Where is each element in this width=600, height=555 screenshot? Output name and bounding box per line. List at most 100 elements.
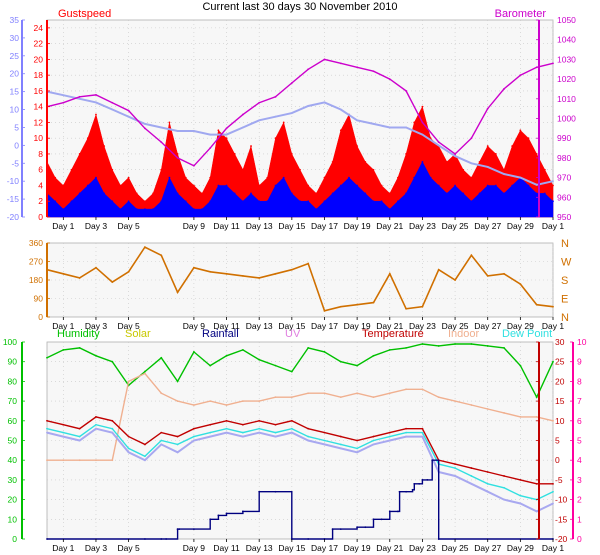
wind-baro-tick-label: 970 — [557, 173, 571, 183]
wind-1-data-point — [86, 184, 89, 187]
wind-1-data-point — [290, 192, 293, 195]
wind-panel: 024681012141618202224-20-15-10-505101520… — [7, 8, 576, 231]
legend-gustspeed: Gustspeed — [58, 8, 111, 20]
hum-0-data-point — [323, 350, 326, 353]
wind-1-data-point — [168, 176, 171, 179]
wind-1-data-point — [241, 200, 244, 203]
hum-x-tick-label: Day 9 — [183, 543, 205, 553]
dir-0-data-point — [193, 266, 195, 269]
wind-gust-tick-label: 10 — [34, 133, 44, 143]
hum-2-data-point — [372, 435, 375, 438]
wind-0-data-point — [250, 145, 252, 147]
hum-series-1 — [46, 372, 554, 462]
wind-series-1 — [46, 160, 554, 218]
hum-humidity-tick-label: 30 — [8, 475, 18, 485]
hum-0-data-point — [209, 364, 212, 367]
hum-humidity-tick-label: 80 — [8, 376, 18, 386]
wind-gust-tick-label: 18 — [34, 70, 44, 80]
hum-4-data-point — [62, 435, 65, 438]
wind-0-data-point — [127, 176, 130, 179]
hum-2-data-point — [144, 443, 146, 446]
hum-2-data-point — [274, 423, 277, 426]
hum-2-data-point — [405, 427, 407, 430]
hum-4-data-point — [470, 482, 473, 485]
hum-1-data-point — [388, 392, 391, 395]
hum-4-data-point — [356, 451, 359, 454]
hum-1-data-point — [519, 415, 522, 418]
wind-3-data-point — [437, 141, 440, 144]
wind-baro-tick-label: 1050 — [557, 15, 576, 25]
hum-x-tick-label: Day 5 — [118, 543, 140, 553]
hum-4-data-point — [160, 443, 163, 446]
wind-1-data-point — [429, 176, 432, 179]
wind-3-data-point — [339, 62, 342, 65]
wind-0-data-point — [299, 168, 301, 171]
hum-3-data-point — [176, 443, 179, 446]
hum-4-data-point — [339, 447, 342, 450]
wind-0-data-point — [103, 145, 106, 147]
hum-5-data-point — [398, 490, 401, 493]
hum-2-data-point — [454, 463, 456, 466]
wind-1-data-point — [103, 192, 106, 195]
hum-1-data-point — [127, 380, 130, 383]
wind-x-tick-label: Day 9 — [183, 221, 205, 231]
wind-2-data-point — [95, 101, 97, 104]
wind-1-data-point — [543, 192, 546, 195]
hum-1-series-line — [47, 372, 554, 461]
wind-gust-tick-label: 4 — [38, 180, 43, 190]
wind-2-data-point — [421, 133, 424, 136]
dir-x-tick-label: Day 3 — [85, 321, 107, 331]
hum-0-data-point — [290, 370, 293, 373]
wind-1-data-point — [111, 200, 114, 203]
dir-x-tick-label: Day 27 — [474, 321, 501, 331]
hum-4-data-point — [405, 435, 407, 438]
wind-0-data-point — [135, 192, 138, 195]
wind-1-data-point — [70, 200, 73, 203]
wind-gust-tick-label: 12 — [34, 117, 44, 127]
hum-humidity-tick-label: 0 — [12, 534, 17, 544]
hum-4-data-point — [193, 439, 195, 442]
wind-1-data-point — [127, 200, 130, 203]
hum-3-data-point — [519, 494, 522, 497]
hum-4-data-point — [323, 443, 326, 446]
wind-1-data-point — [552, 200, 554, 203]
wind-gust-tick-label: 16 — [34, 86, 44, 96]
wind-baro-tick-label: 1030 — [557, 54, 576, 64]
wind-0-data-point — [503, 168, 505, 171]
hum-0-data-point — [454, 343, 456, 345]
hum-4-data-point — [274, 435, 277, 438]
hum-3-data-point — [405, 431, 407, 434]
wind-2-data-point — [258, 119, 261, 122]
wind-gust-tick-label: 14 — [34, 102, 44, 112]
wind-2-data-point — [225, 133, 228, 136]
hum-4-data-point — [225, 431, 228, 434]
legend-rainfall: Rainfall — [202, 328, 239, 340]
wind-0-data-point — [307, 184, 310, 187]
hum-1-data-point — [552, 419, 554, 422]
wind-0-data-point — [152, 192, 154, 195]
wind-3-data-point — [552, 62, 554, 65]
legend-solar: Solar — [125, 328, 151, 340]
hum-2-data-point — [339, 435, 342, 438]
winddir-panel-grid — [47, 243, 554, 317]
wind-0-data-point — [519, 129, 522, 132]
dir-0-data-point — [356, 303, 359, 306]
wind-1-data-point — [315, 208, 318, 211]
hum-5-data-point — [411, 488, 414, 491]
wind-1-data-point — [274, 184, 277, 187]
chart-title: Current last 30 days 30 November 2010 — [202, 1, 397, 13]
hum-2-data-point — [535, 482, 538, 485]
dir-0-series-line — [46, 246, 554, 312]
wind-3-data-point — [78, 95, 81, 98]
dir-tick-label: 180 — [29, 275, 43, 285]
dir-0-data-point — [323, 309, 326, 312]
dir-0-data-point — [241, 274, 244, 277]
dir-0-data-point — [258, 277, 261, 279]
wind-gust-tick-label: 22 — [34, 39, 44, 49]
wind-3-data-point — [290, 82, 293, 84]
dir-x-tick-label: Day 23 — [409, 321, 436, 331]
hum-2-data-point — [258, 419, 261, 422]
dir-x-tick-label: Day 1 — [52, 321, 74, 331]
hum-5-data-point — [397, 510, 399, 513]
wind-0-data-point — [364, 160, 367, 163]
